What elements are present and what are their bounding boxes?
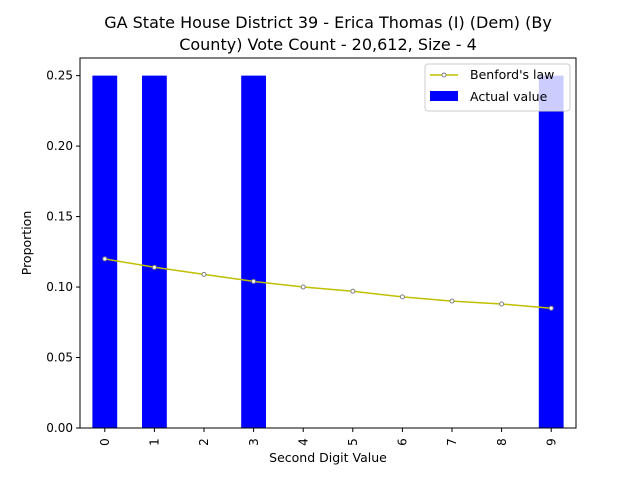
bar-1 bbox=[142, 75, 167, 428]
x-tick-label-9: 9 bbox=[544, 438, 558, 446]
chart-title-line-2: County) Vote Count - 20,612, Size - 4 bbox=[179, 35, 477, 54]
x-tick-label-3: 3 bbox=[247, 438, 261, 446]
legend-label-actual: Actual value bbox=[470, 89, 548, 104]
benford-point-4 bbox=[300, 284, 306, 290]
bar-9 bbox=[538, 75, 564, 428]
benford-line bbox=[104, 258, 552, 309]
x-tick-label-6: 6 bbox=[396, 438, 410, 446]
benford-line-series bbox=[102, 256, 554, 311]
y-tick-label-5: 0.25 bbox=[46, 69, 73, 83]
bar-3 bbox=[241, 75, 266, 428]
benford-point-8 bbox=[499, 301, 505, 307]
x-tick-label-0: 0 bbox=[98, 438, 112, 446]
x-tick-label-7: 7 bbox=[445, 438, 459, 446]
y-axis-label: Proportion bbox=[19, 211, 34, 276]
benford-point-7 bbox=[449, 298, 455, 304]
benford-point-3 bbox=[251, 278, 257, 284]
legend: Benford's law Actual value bbox=[424, 63, 571, 112]
y-tick-label-0: 0.00 bbox=[46, 421, 73, 435]
x-tick-label-2: 2 bbox=[197, 438, 211, 446]
plot-frame bbox=[79, 57, 577, 429]
bar-series bbox=[92, 75, 564, 428]
x-tick-label-4: 4 bbox=[296, 438, 310, 446]
benford-point-2 bbox=[201, 271, 207, 277]
benford-point-0 bbox=[102, 256, 108, 262]
x-tick-label-1: 1 bbox=[148, 438, 162, 446]
benford-point-6 bbox=[399, 294, 405, 300]
chart-title-line-1: GA State House District 39 - Erica Thoma… bbox=[104, 13, 552, 32]
y-tick-label-1: 0.05 bbox=[46, 351, 73, 365]
benford-point-1 bbox=[151, 264, 157, 270]
y-tick-label-3: 0.15 bbox=[46, 210, 73, 224]
legend-bar-swatch bbox=[430, 91, 458, 101]
y-tick-label-2: 0.10 bbox=[46, 280, 73, 294]
x-tick-label-5: 5 bbox=[346, 438, 360, 446]
benford-point-9 bbox=[548, 305, 554, 311]
legend-label-benford: Benford's law bbox=[470, 67, 554, 82]
legend-line-marker bbox=[441, 72, 447, 78]
bar-0 bbox=[92, 75, 118, 428]
y-tick-label-4: 0.20 bbox=[46, 139, 73, 153]
x-axis-ticks: 0 1 2 3 4 5 6 7 8 9 bbox=[98, 428, 558, 446]
legend-box bbox=[424, 63, 571, 112]
x-tick-label-8: 8 bbox=[495, 438, 509, 446]
y-axis-ticks: 0.00 0.05 0.10 0.15 0.20 0.25 bbox=[46, 69, 80, 435]
benford-point-5 bbox=[350, 288, 356, 294]
x-axis-label: Second Digit Value bbox=[269, 450, 387, 465]
